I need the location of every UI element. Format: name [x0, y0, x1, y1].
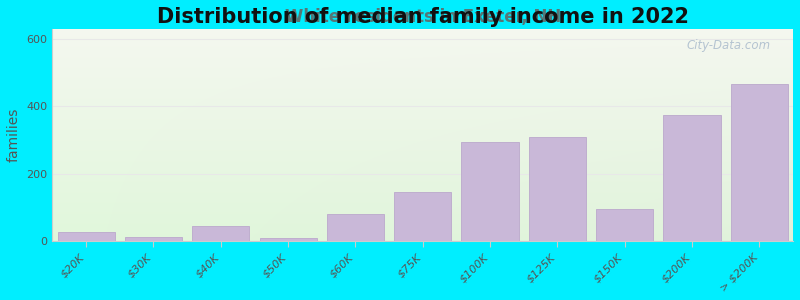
Bar [125, 237, 182, 241]
Title: Distribution of median family income in 2022: Distribution of median family income in … [157, 7, 689, 27]
Bar [192, 226, 250, 241]
Bar [394, 192, 451, 241]
Bar [663, 115, 721, 241]
Bar [529, 136, 586, 241]
Text: City-Data.com: City-Data.com [686, 39, 771, 52]
Bar [462, 142, 518, 241]
Bar [730, 84, 788, 241]
Bar [327, 214, 384, 241]
Bar [259, 238, 317, 241]
Bar [58, 232, 114, 241]
Text: White residents in Exeter, NH: White residents in Exeter, NH [285, 8, 561, 26]
Y-axis label: families: families [7, 108, 21, 162]
Bar [596, 209, 654, 241]
